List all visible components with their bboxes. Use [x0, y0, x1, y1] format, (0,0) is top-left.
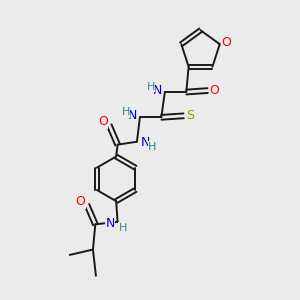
- Text: O: O: [221, 36, 231, 49]
- Text: O: O: [209, 84, 219, 97]
- Text: N: N: [141, 136, 151, 149]
- Text: S: S: [186, 109, 194, 122]
- Text: O: O: [98, 115, 108, 128]
- Text: N: N: [128, 109, 137, 122]
- Text: H: H: [146, 82, 155, 92]
- Text: H: H: [122, 107, 130, 117]
- Text: H: H: [119, 223, 127, 233]
- Text: O: O: [76, 195, 85, 208]
- Text: N: N: [105, 217, 115, 230]
- Text: N: N: [152, 84, 162, 97]
- Text: H: H: [148, 142, 157, 152]
